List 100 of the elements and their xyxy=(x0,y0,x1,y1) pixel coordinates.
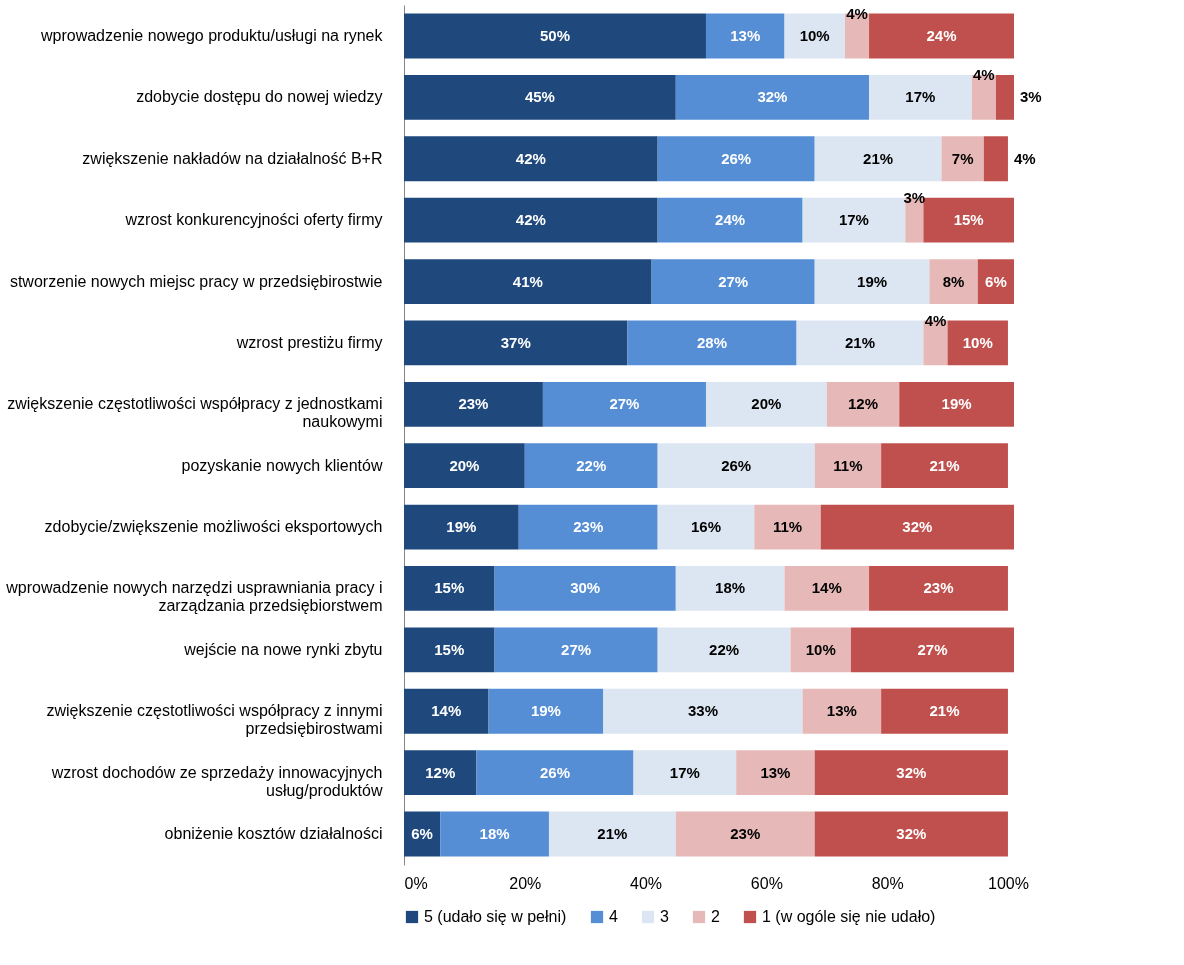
bar xyxy=(705,13,785,59)
bar xyxy=(627,320,797,366)
data-label: 3% xyxy=(903,189,926,207)
data-label: 13% xyxy=(826,702,857,720)
bar xyxy=(869,566,1008,611)
legend-label: 3 xyxy=(660,908,669,925)
bar xyxy=(977,259,1014,304)
bar xyxy=(404,74,676,120)
data-label: 23% xyxy=(458,395,489,413)
bar xyxy=(814,136,942,182)
bar xyxy=(494,627,658,673)
data-label: 32% xyxy=(757,88,788,106)
data-label: 26% xyxy=(539,763,571,781)
bar xyxy=(826,381,900,427)
bar xyxy=(869,13,1014,59)
bar xyxy=(404,136,658,182)
data-label: 4% xyxy=(924,311,947,329)
data-label: 3% xyxy=(1020,88,1042,106)
data-label: 15% xyxy=(953,211,984,229)
bar xyxy=(784,566,870,611)
data-label: 26% xyxy=(721,149,752,167)
data-label: 11% xyxy=(833,456,863,474)
data-label: 10% xyxy=(799,27,830,44)
y-tick-label: pozyskanie nowych klientów xyxy=(181,456,383,474)
data-label: 18% xyxy=(479,825,510,842)
data-label: 14% xyxy=(811,579,842,597)
bar xyxy=(404,320,628,366)
data-label: 19% xyxy=(941,395,972,413)
legend-label: 1 (w ogóle się nie udało) xyxy=(762,908,936,925)
bar xyxy=(657,443,815,489)
y-tick-label: zwiększenie częstotliwości współpracy z jednostkami naukowymi xyxy=(7,395,383,431)
data-label: 33% xyxy=(687,702,718,720)
bar xyxy=(995,74,1014,120)
data-label: 21% xyxy=(929,456,960,474)
data-label: 37% xyxy=(500,333,531,351)
x-tick-label: 80% xyxy=(871,874,904,892)
y-tick-label: zwiększenie nakładów na działalność B+R xyxy=(82,149,383,167)
bar xyxy=(899,381,1014,427)
data-label: 41% xyxy=(512,272,543,290)
data-label: 13% xyxy=(730,27,761,44)
bar xyxy=(488,688,604,734)
bar xyxy=(440,811,549,857)
data-label: 22% xyxy=(709,640,740,658)
bar xyxy=(881,443,1008,489)
data-label: 50% xyxy=(539,27,571,44)
data-label: 24% xyxy=(926,27,957,44)
data-label: 23% xyxy=(573,518,604,536)
legend-label: 4 xyxy=(609,908,618,925)
y-tick-label: wprowadzenie nowego produktu/usługi na rynek xyxy=(39,27,384,44)
y-tick-label: wejście na nowe rynki zbytu xyxy=(183,640,383,658)
data-label: 23% xyxy=(923,579,954,597)
data-label: 6% xyxy=(411,825,433,842)
x-tick-label: 40% xyxy=(630,874,663,892)
data-label: 32% xyxy=(896,763,927,781)
bar xyxy=(404,443,525,489)
bar xyxy=(657,504,755,550)
data-label: 32% xyxy=(902,518,933,536)
bar xyxy=(814,750,1008,796)
bar xyxy=(404,259,652,304)
bar xyxy=(476,750,634,796)
data-label: 20% xyxy=(449,456,480,474)
data-label: 19% xyxy=(857,272,888,290)
x-tick-label: 100% xyxy=(988,874,1029,892)
data-label: 27% xyxy=(609,395,640,413)
data-label: 27% xyxy=(561,640,592,658)
data-label: 14% xyxy=(431,702,462,720)
bar xyxy=(404,627,495,673)
bar xyxy=(796,320,924,366)
data-label: 15% xyxy=(434,579,465,597)
data-label: 18% xyxy=(715,579,746,597)
x-tick-label: 20% xyxy=(509,874,542,892)
bar xyxy=(675,566,785,611)
data-label: 21% xyxy=(929,702,960,720)
bar xyxy=(603,688,803,734)
data-label: 4% xyxy=(1013,149,1036,167)
data-label: 21% xyxy=(597,825,628,842)
bar xyxy=(404,197,658,243)
data-label: 20% xyxy=(751,395,782,413)
bar xyxy=(494,566,676,611)
bar xyxy=(675,811,815,857)
data-label: 4% xyxy=(846,5,868,22)
data-label: 7% xyxy=(951,149,974,167)
bar xyxy=(802,197,906,243)
bar xyxy=(814,443,882,489)
bar xyxy=(404,504,519,550)
data-label: 27% xyxy=(917,640,948,658)
bar xyxy=(850,627,1014,673)
y-tick-label: wzrost prestiżu firmy xyxy=(235,333,383,351)
bar xyxy=(548,811,676,857)
y-tick-label: obniżenie kosztów działalności xyxy=(164,825,383,842)
data-label: 4% xyxy=(972,66,995,84)
x-tick-label: 0% xyxy=(404,874,428,892)
data-label: 21% xyxy=(844,333,876,351)
data-label: 45% xyxy=(524,88,555,106)
bar xyxy=(784,13,845,59)
bar xyxy=(651,259,815,304)
bar xyxy=(524,443,658,489)
bar xyxy=(814,811,1008,857)
data-label: 11% xyxy=(772,518,803,536)
bar xyxy=(657,627,791,673)
